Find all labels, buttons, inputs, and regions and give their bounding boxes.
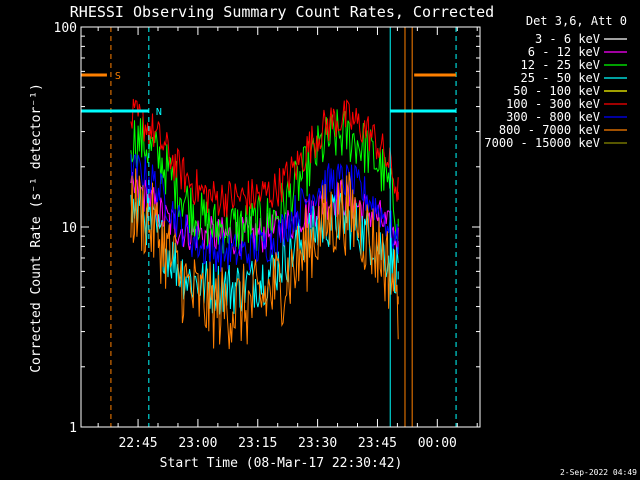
x-tick-label: 22:45 [118, 436, 157, 451]
footer-timestamp: 2-Sep-2022 04:49 [560, 468, 637, 477]
coverage-bar-label: N [156, 107, 162, 118]
legend-label: 50 - 100 keV [513, 84, 600, 98]
legend-label: 6 - 12 keV [528, 45, 600, 59]
legend-label: 12 - 25 keV [521, 58, 600, 72]
legend-label: 800 - 7000 keV [499, 123, 600, 137]
legend-label: 3 - 6 keV [535, 32, 600, 46]
x-tick-label: 23:30 [298, 436, 337, 451]
x-tick-label: 00:00 [418, 436, 457, 451]
x-tick-label: 23:15 [238, 436, 277, 451]
y-tick-label: 100 [54, 21, 77, 36]
legend-label: 7000 - 15000 keV [484, 136, 600, 150]
series-line [130, 168, 399, 350]
legend-label: 25 - 50 keV [521, 71, 600, 85]
chart-title: RHESSI Observing Summary Count Rates, Co… [70, 3, 494, 21]
x-tick-label: 23:00 [178, 436, 217, 451]
series-100to300kev [130, 98, 399, 218]
series-layer [130, 98, 399, 350]
coverage-bar-label: S [115, 71, 121, 82]
series-300to800kev [130, 153, 399, 272]
x-axis-label: Start Time (08-Mar-17 22:30:42) [160, 456, 403, 471]
y-axis-label: Corrected Count Rate (s⁻¹ detector⁻¹) [29, 83, 44, 373]
series-3to6kev [130, 98, 399, 140]
series-line [130, 153, 399, 272]
series-line [130, 98, 399, 218]
coverage-bars: SN [81, 71, 457, 118]
x-axis-ticks: 22:45 23:00 23:15 23:30 23:45 00:00 [97, 27, 478, 451]
legend-label: 300 - 800 keV [506, 110, 600, 124]
y-axis-ticks: 1 10 100 [54, 21, 480, 436]
y-tick-label: 1 [69, 421, 77, 436]
legend-header: Det 3,6, Att 0 [526, 14, 627, 28]
x-tick-label: 23:45 [358, 436, 397, 451]
y-tick-label: 10 [61, 221, 77, 236]
legend-label: 100 - 300 keV [506, 97, 600, 111]
series-800to7000kev [130, 168, 399, 350]
series-line [130, 98, 399, 138]
